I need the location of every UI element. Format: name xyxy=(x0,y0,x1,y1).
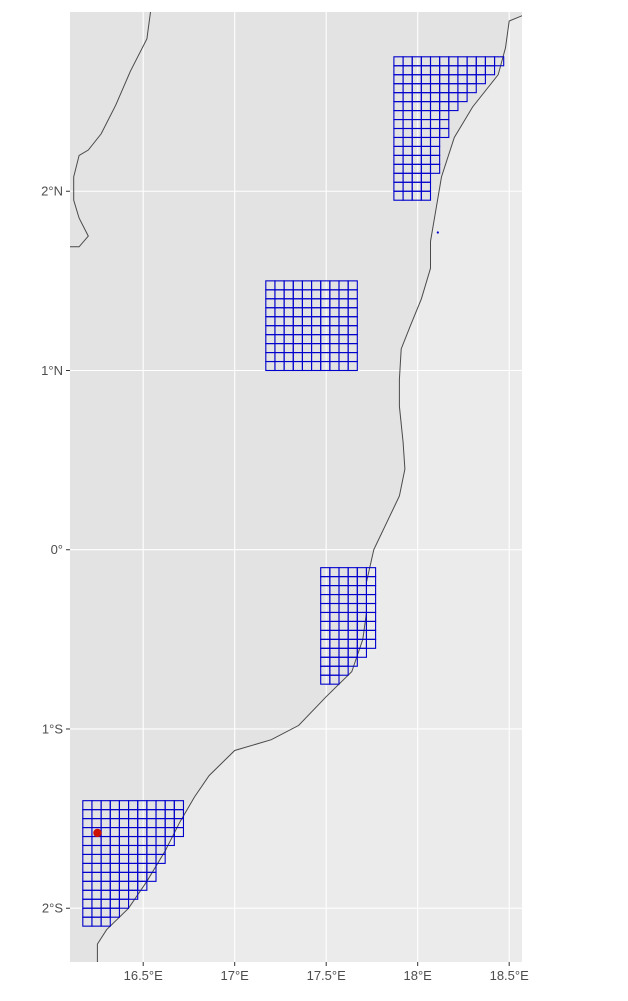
x-tick-label: 16.5°E xyxy=(124,968,164,983)
grid-cell xyxy=(365,638,377,649)
grid-cell xyxy=(448,101,459,112)
y-tick-label: 2°S xyxy=(42,901,63,916)
y-axis: 2°N 1°N 0° 1°S 2°S xyxy=(41,184,70,916)
grid-cell xyxy=(137,880,148,891)
grid-cell xyxy=(338,665,349,676)
grid-cell xyxy=(329,674,340,685)
grid-block-south-center xyxy=(320,567,377,685)
grid-cell xyxy=(493,56,505,67)
grid-cell xyxy=(466,83,477,94)
x-tick-label: 17.5°E xyxy=(307,968,347,983)
grid-cell xyxy=(356,647,367,658)
grid-block-center xyxy=(265,280,358,372)
y-tick-label: 1°N xyxy=(41,363,63,378)
grid-cell xyxy=(146,871,157,882)
x-axis: 16.5°E 17°E 17.5°E 18°E 18.5°E xyxy=(124,962,529,983)
grid-cell xyxy=(347,360,358,372)
grid-cell xyxy=(420,190,432,201)
x-tick-label: 17°E xyxy=(221,968,250,983)
points-layer xyxy=(93,231,439,838)
grid-cell xyxy=(128,889,139,900)
graticule-lines xyxy=(70,12,522,962)
grid-cells-layer xyxy=(82,56,505,927)
grid-cell xyxy=(155,853,166,864)
grid-block-southwest xyxy=(82,800,185,927)
coastline xyxy=(96,15,522,962)
y-tick-label: 1°S xyxy=(42,721,63,736)
grid-cell xyxy=(173,827,185,838)
x-tick-label: 18.5°E xyxy=(490,968,530,983)
west-shoreline xyxy=(70,12,151,248)
y-tick-label: 0° xyxy=(51,542,63,557)
y-tick-label: 2°N xyxy=(41,184,63,199)
highlight-point xyxy=(93,828,102,838)
grid-cell xyxy=(118,898,130,909)
land-area xyxy=(70,12,522,962)
grid-cell xyxy=(484,65,496,76)
grid-cell xyxy=(347,656,358,667)
grid-cell xyxy=(439,127,450,139)
grid-cell xyxy=(100,916,111,927)
grid-cell xyxy=(429,163,441,174)
small-dot xyxy=(436,231,439,234)
grid-cell xyxy=(457,92,468,103)
grid-cell xyxy=(475,74,486,85)
grid-block-northeast xyxy=(393,56,505,201)
x-tick-label: 18°E xyxy=(404,968,433,983)
grid-cell xyxy=(164,835,175,847)
grid-cell xyxy=(109,907,120,918)
